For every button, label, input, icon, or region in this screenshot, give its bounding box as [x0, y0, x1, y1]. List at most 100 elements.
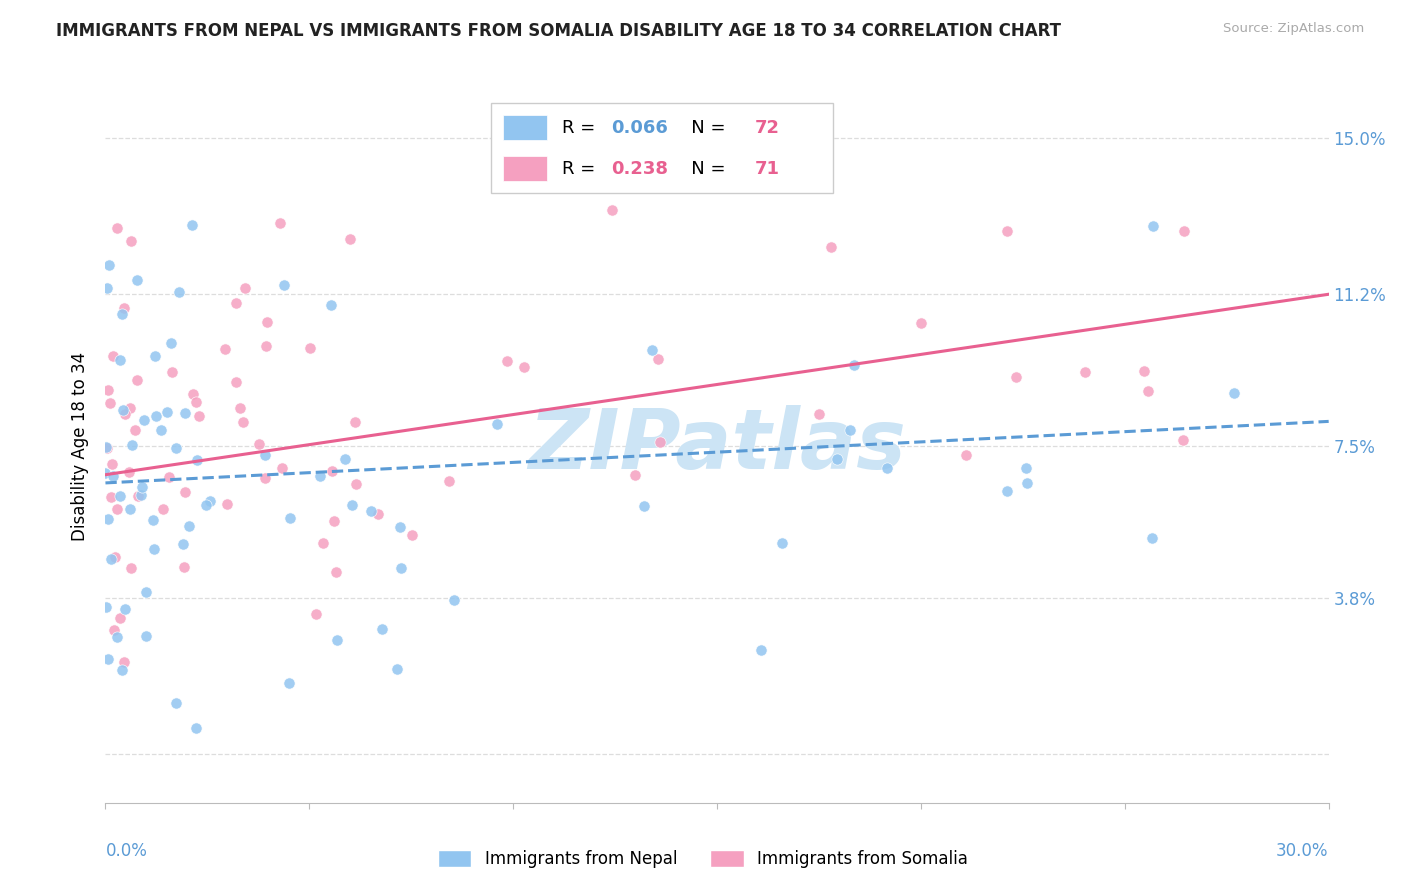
Point: [103, 623, 125, 637]
Point: [117, 465, 139, 479]
Point: [371, 622, 394, 636]
Point: [273, 277, 295, 292]
Point: [1140, 531, 1163, 545]
Point: [278, 676, 301, 690]
Point: [995, 483, 1018, 498]
Point: [344, 476, 367, 491]
Point: [97, 383, 120, 397]
Point: [1171, 433, 1194, 447]
Point: [321, 464, 343, 478]
Point: [278, 511, 301, 525]
Point: [1137, 384, 1160, 399]
Point: [166, 696, 188, 710]
Point: [143, 541, 166, 556]
Point: [311, 536, 333, 550]
Point: [1142, 219, 1164, 233]
Point: [770, 536, 793, 550]
Point: [335, 452, 357, 467]
Point: [325, 565, 347, 579]
Point: [111, 402, 134, 417]
Point: [183, 386, 205, 401]
Point: [495, 354, 517, 368]
Point: [172, 537, 194, 551]
Point: [96, 441, 118, 455]
Point: [101, 349, 124, 363]
Point: [129, 487, 152, 501]
Point: [229, 401, 252, 415]
Point: [437, 474, 460, 488]
Point: [94, 466, 117, 480]
Point: [135, 629, 157, 643]
Text: N =: N =: [675, 160, 731, 178]
Point: [131, 480, 153, 494]
Point: [955, 448, 977, 462]
Point: [647, 351, 669, 366]
Point: [120, 234, 142, 248]
Point: [97, 512, 120, 526]
Point: [114, 602, 136, 616]
Point: [225, 375, 247, 389]
Point: [111, 307, 134, 321]
Text: IMMIGRANTS FROM NEPAL VS IMMIGRANTS FROM SOMALIA DISABILITY AGE 18 TO 34 CORRELA: IMMIGRANTS FROM NEPAL VS IMMIGRANTS FROM…: [56, 22, 1062, 40]
Point: [269, 216, 291, 230]
Point: [98, 396, 121, 410]
Point: [110, 611, 132, 625]
Point: [1015, 461, 1038, 475]
Point: [326, 632, 349, 647]
Point: [485, 417, 508, 432]
Text: Source: ZipAtlas.com: Source: ZipAtlas.com: [1223, 22, 1364, 36]
Point: [143, 350, 166, 364]
Text: 0.238: 0.238: [610, 160, 668, 178]
Point: [174, 406, 197, 420]
Point: [648, 435, 671, 450]
Point: [343, 415, 366, 429]
Point: [1015, 475, 1038, 490]
Point: [215, 497, 238, 511]
Point: [118, 502, 141, 516]
Point: [641, 343, 664, 358]
Point: [367, 507, 389, 521]
Point: [298, 341, 321, 355]
Point: [105, 501, 128, 516]
Point: [121, 438, 143, 452]
Point: [105, 221, 128, 235]
Point: [98, 258, 121, 272]
Text: 71: 71: [755, 160, 780, 178]
Point: [159, 335, 181, 350]
Point: [173, 485, 195, 500]
Point: [111, 664, 134, 678]
Point: [105, 630, 128, 644]
Point: [100, 491, 122, 505]
Point: [387, 662, 409, 676]
Point: [112, 655, 135, 669]
Text: R =: R =: [562, 119, 600, 136]
Legend: Immigrants from Nepal, Immigrants from Somalia: Immigrants from Nepal, Immigrants from S…: [432, 843, 974, 875]
Point: [152, 501, 174, 516]
FancyBboxPatch shape: [503, 115, 547, 140]
Point: [142, 513, 165, 527]
Point: [232, 416, 254, 430]
Point: [96, 600, 118, 615]
Point: [135, 584, 157, 599]
Point: [633, 499, 655, 513]
Point: [256, 315, 278, 329]
Point: [308, 469, 330, 483]
Point: [820, 240, 842, 254]
Point: [319, 298, 342, 312]
Point: [165, 442, 187, 456]
Point: [876, 460, 898, 475]
Point: [127, 488, 149, 502]
Point: [120, 560, 142, 574]
Point: [388, 520, 411, 534]
Text: ZIPatlas: ZIPatlas: [529, 406, 905, 486]
Point: [253, 449, 276, 463]
Point: [198, 493, 221, 508]
Point: [96, 281, 118, 295]
Point: [186, 453, 208, 467]
Point: [624, 468, 647, 483]
Point: [825, 451, 848, 466]
Point: [271, 461, 294, 475]
Point: [1005, 369, 1028, 384]
Point: [118, 401, 141, 415]
Point: [1132, 364, 1154, 378]
